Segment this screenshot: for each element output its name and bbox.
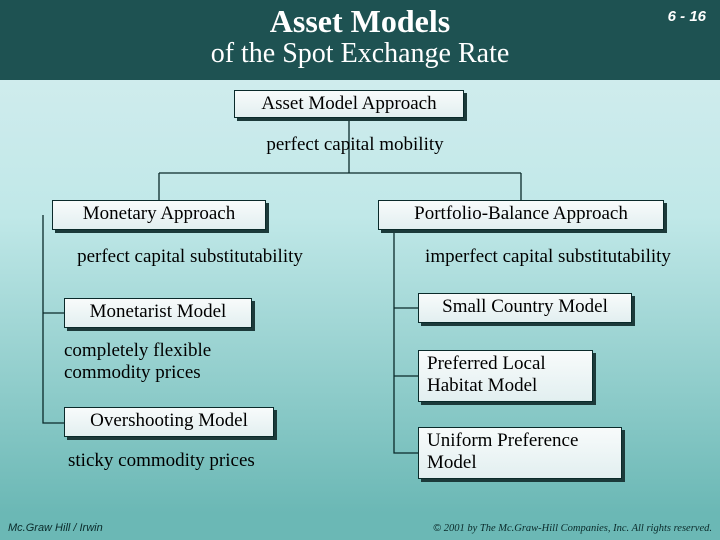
node-over_l1: sticky commodity prices xyxy=(68,450,308,472)
node-uniform: Uniform PreferenceModel xyxy=(418,427,622,479)
footer-right-text: 2001 by The Mc.Graw-Hill Companies, Inc.… xyxy=(441,523,712,534)
node-pref_loc: Preferred LocalHabitat Model xyxy=(418,350,593,402)
title-line-1: Asset Models xyxy=(12,4,708,39)
diagram-canvas: Asset Model Approach perfect capital mobi… xyxy=(0,80,720,540)
node-smallc: Small Country Model xyxy=(418,293,632,323)
node-mon_label: perfect capital substitutability xyxy=(40,246,340,270)
node-mon_l2: commodity prices xyxy=(64,362,284,384)
footer-right: © 2001 by The Mc.Graw-Hill Companies, In… xyxy=(433,522,712,534)
node-root: Asset Model Approach xyxy=(234,90,464,118)
node-monetarist: Monetarist Model xyxy=(64,298,252,328)
page-number: 6 - 16 xyxy=(668,8,706,25)
footer-left: Mc.Graw Hill / Irwin xyxy=(8,522,103,534)
copyright-icon: © xyxy=(433,522,441,534)
header-bar: 6 - 16 Asset Models of the Spot Exchange… xyxy=(0,0,720,80)
node-mon_l1: completely flexible xyxy=(64,340,284,362)
node-port_label: imperfect capital substitutability xyxy=(388,246,708,270)
title-line-2: of the Spot Exchange Rate xyxy=(12,39,708,70)
node-monetary: Monetary Approach xyxy=(52,200,266,230)
node-overshoot: Overshooting Model xyxy=(64,407,274,437)
node-root_label: perfect capital mobility xyxy=(240,134,470,158)
node-portfolio: Portfolio-Balance Approach xyxy=(378,200,664,230)
